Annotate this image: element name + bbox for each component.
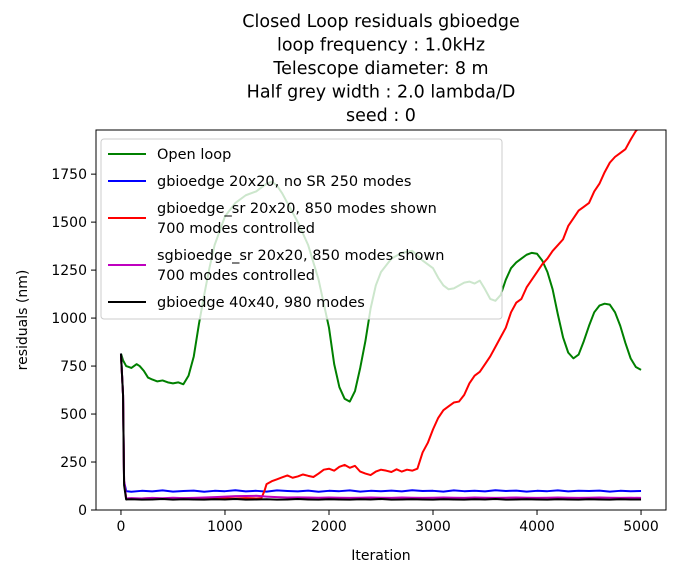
legend-label-4: gbioedge 40x40, 980 modes — [157, 295, 365, 311]
x-tick-label: 0 — [117, 519, 126, 535]
legend-label-1: gbioedge 20x20, no SR 250 modes — [157, 174, 411, 190]
chart-title-line: Half grey width : 2.0 lambda/D — [247, 83, 516, 103]
legend: Open loop gbioedge 20x20, no SR 250 modes… — [100, 138, 503, 320]
series-line-2 — [119, 130, 639, 500]
chart-title-line: Closed Loop residuals gbioedge — [242, 12, 519, 32]
y-tick-label: 0 — [78, 503, 87, 519]
legend-label-0: Open loop — [157, 147, 231, 163]
x-tick-label: 1000 — [207, 519, 243, 535]
chart-title: Closed Loop residuals gbioedge loop frequ… — [242, 12, 519, 126]
series-line-1 — [119, 353, 642, 493]
y-tick-label: 1250 — [51, 263, 87, 279]
chart-title-line: seed : 0 — [346, 106, 416, 126]
x-tick-label: 5000 — [623, 519, 659, 535]
legend-label-2: gbioedge_sr 20x20, 850 modes shown 700 mo… — [157, 201, 437, 237]
x-tick-label: 4000 — [519, 519, 555, 535]
series-line-4 — [119, 353, 642, 501]
y-axis-label: residuals (nm) — [15, 270, 31, 371]
legend-box — [100, 138, 503, 320]
y-tick-label: 750 — [60, 359, 87, 375]
y-tick-label: 1500 — [51, 215, 87, 231]
chart-title-line: Telescope diameter: 8 m — [272, 59, 488, 79]
x-tick-label: 2000 — [311, 519, 347, 535]
y-axis-ticks: 0 250 500 750 1000 1250 1500 1750 — [51, 167, 96, 519]
plot-area-frame — [95, 129, 667, 511]
y-tick-label: 1750 — [51, 167, 87, 183]
series-line-3 — [119, 354, 642, 500]
x-axis-ticks: 0 1000 2000 3000 4000 5000 — [117, 510, 659, 535]
x-tick-label: 3000 — [415, 519, 451, 535]
y-tick-label: 250 — [60, 455, 87, 471]
y-tick-label: 1000 — [51, 311, 87, 327]
x-axis-label: Iteration — [351, 548, 410, 564]
chart-title-line: loop frequency : 1.0kHz — [277, 36, 485, 56]
legend-label-3: sgbioedge_sr 20x20, 850 modes shown 700 m… — [157, 248, 444, 284]
y-tick-label: 500 — [60, 407, 87, 423]
